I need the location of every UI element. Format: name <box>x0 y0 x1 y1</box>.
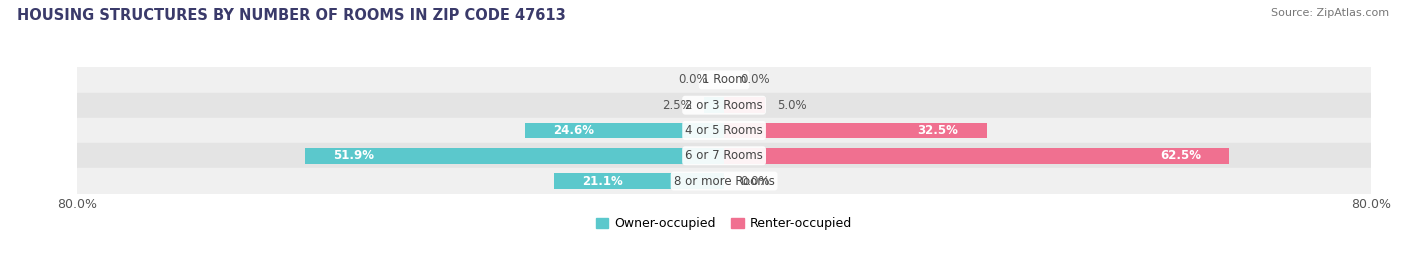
Bar <box>724 123 987 138</box>
Text: 21.1%: 21.1% <box>582 175 623 187</box>
Text: 62.5%: 62.5% <box>1160 149 1201 162</box>
Text: 0.0%: 0.0% <box>741 73 770 86</box>
Text: 5.0%: 5.0% <box>776 99 806 112</box>
Text: 4 or 5 Rooms: 4 or 5 Rooms <box>685 124 763 137</box>
Bar <box>724 148 1229 164</box>
Bar <box>704 97 724 113</box>
Bar <box>305 148 724 164</box>
Text: 2.5%: 2.5% <box>662 99 692 112</box>
Text: 32.5%: 32.5% <box>918 124 959 137</box>
Legend: Owner-occupied, Renter-occupied: Owner-occupied, Renter-occupied <box>591 213 858 235</box>
Text: 51.9%: 51.9% <box>333 149 374 162</box>
Bar <box>77 67 1371 93</box>
Bar <box>77 118 1371 143</box>
Bar <box>554 173 724 189</box>
Text: 6 or 7 Rooms: 6 or 7 Rooms <box>685 149 763 162</box>
Text: HOUSING STRUCTURES BY NUMBER OF ROOMS IN ZIP CODE 47613: HOUSING STRUCTURES BY NUMBER OF ROOMS IN… <box>17 8 565 23</box>
Text: Source: ZipAtlas.com: Source: ZipAtlas.com <box>1271 8 1389 18</box>
Text: 0.0%: 0.0% <box>678 73 709 86</box>
Bar <box>77 143 1371 168</box>
Bar <box>526 123 724 138</box>
Text: 24.6%: 24.6% <box>554 124 595 137</box>
Text: 1 Room: 1 Room <box>702 73 747 86</box>
Text: 8 or more Rooms: 8 or more Rooms <box>673 175 775 187</box>
Text: 0.0%: 0.0% <box>741 175 770 187</box>
Bar <box>77 168 1371 194</box>
Text: 2 or 3 Rooms: 2 or 3 Rooms <box>685 99 763 112</box>
Bar <box>77 93 1371 118</box>
Bar <box>724 97 765 113</box>
